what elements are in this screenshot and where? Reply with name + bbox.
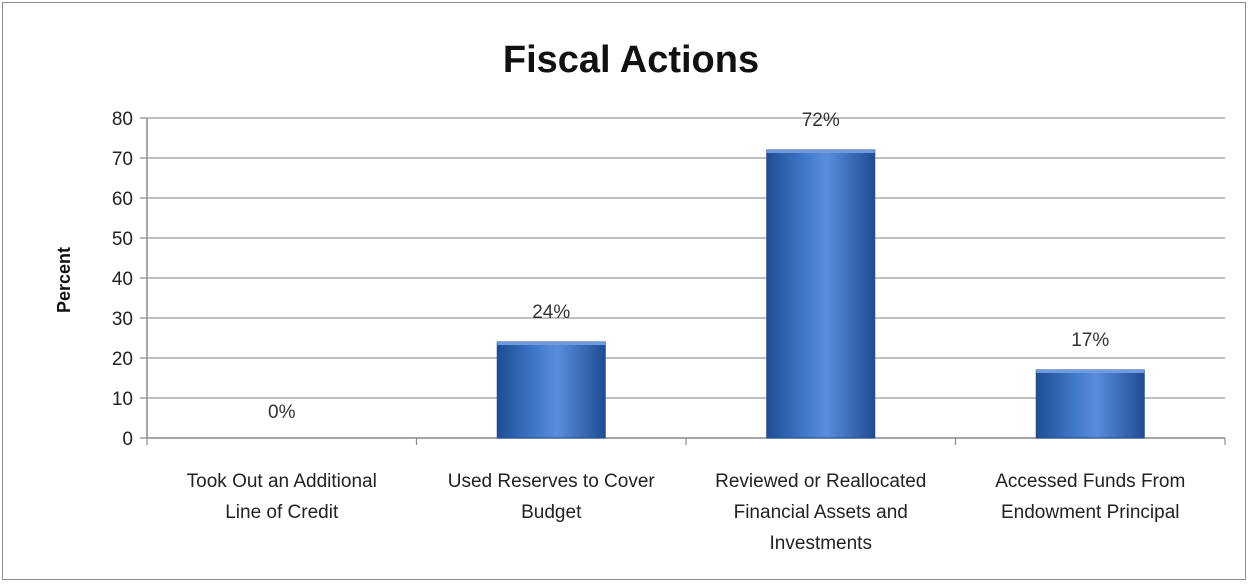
y-tick-label: 30 [112,309,133,330]
y-tick-label: 70 [112,149,133,170]
chart-title: Fiscal Actions [503,39,759,81]
y-tick-label: 60 [112,189,133,210]
data-label: 0% [268,402,296,423]
category-label: Line of Credit [225,502,339,523]
bar-top-highlight [766,150,875,153]
category-label: Accessed Funds From [995,471,1185,492]
y-tick-label: 40 [112,269,133,290]
bar [766,149,876,439]
data-label: 72% [802,110,840,131]
gridlines [147,117,1225,399]
category-label: Took Out an Additional [187,471,377,492]
category-label: Budget [521,502,582,523]
category-label: Endowment Principal [1001,502,1179,523]
y-tick-label: 50 [112,229,133,250]
category-label: Reviewed or Reallocated [715,471,926,492]
y-axis-label: Percent [54,247,74,313]
category-label: Used Reserves to Cover [448,471,656,492]
labels: 0 10 20 30 40 50 60 70 80 0% Took Out an Additiona… [112,109,1185,554]
bar-top-highlight [497,342,606,345]
y-tick-label: 80 [112,109,133,130]
category-label: Financial Assets and [734,502,908,523]
bar [496,341,606,439]
bar [1035,369,1145,439]
y-tick-label: 10 [112,389,133,410]
y-tick-label: 20 [112,349,133,370]
bars [496,149,1145,439]
data-label: 24% [532,302,570,323]
category-label: Investments [770,533,872,554]
y-tick-label: 0 [122,429,133,450]
data-label: 17% [1071,330,1109,351]
bar-top-highlight [1036,370,1145,373]
